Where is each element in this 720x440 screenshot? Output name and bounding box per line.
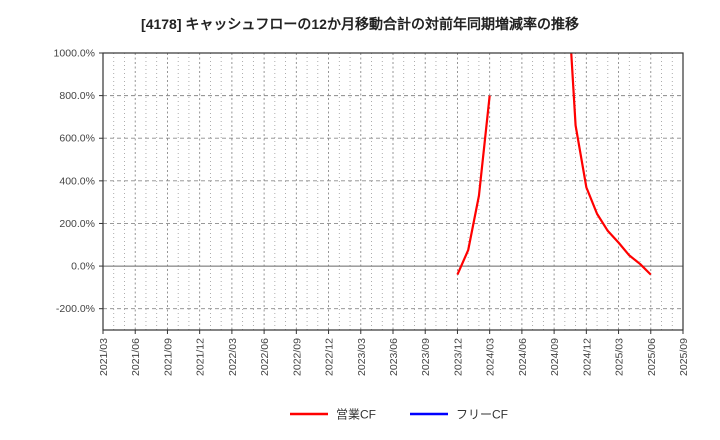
x-tick-label: 2025/06 <box>646 338 658 376</box>
x-tick-label: 2022/03 <box>227 338 239 376</box>
x-tick-label: 2023/03 <box>356 338 368 376</box>
chart-title: [4178] キャッシュフローの12か月移動合計の対前年同期増減率の推移 <box>141 16 579 32</box>
y-axis-ticks: 1000.0% 800.0% 600.0% 400.0% 200.0% 0.0% -200.… <box>54 48 103 315</box>
x-tick-label: 2021/09 <box>162 338 174 376</box>
chart-legend: 営業CF フリーCF <box>290 408 508 422</box>
y-tick-label: 400.0% <box>59 175 95 187</box>
x-tick-label: 2023/06 <box>388 338 400 376</box>
x-axis-ticks: 2021/03 2021/06 2021/09 2021/12 2022/03 2022/… <box>98 330 690 376</box>
series-line-0 <box>570 53 652 276</box>
y-tick-label: 800.0% <box>59 90 95 102</box>
y-tick-label: 0.0% <box>71 261 95 273</box>
x-tick-label: 2024/06 <box>517 338 529 376</box>
data-series-layer <box>456 53 652 276</box>
x-tick-label: 2024/03 <box>485 338 497 376</box>
x-tick-label: 2021/06 <box>130 338 142 376</box>
x-tick-label: 2021/03 <box>98 338 110 376</box>
legend-label-1: フリーCF <box>456 408 508 422</box>
x-tick-label: 2022/12 <box>324 338 336 376</box>
legend-label-0: 営業CF <box>336 408 376 422</box>
x-tick-label: 2025/09 <box>678 338 690 376</box>
y-tick-label: 200.0% <box>59 218 95 230</box>
x-tick-label: 2023/09 <box>420 338 432 376</box>
y-tick-label: -200.0% <box>56 303 95 315</box>
x-tick-label: 2022/09 <box>291 338 303 376</box>
y-tick-label: 1000.0% <box>54 48 95 60</box>
x-tick-label: 2025/03 <box>614 338 626 376</box>
x-tick-label: 2023/12 <box>452 338 464 376</box>
y-tick-label: 600.0% <box>59 133 95 145</box>
x-tick-label: 2022/06 <box>259 338 271 376</box>
series-line-0 <box>456 95 491 276</box>
x-tick-label: 2021/12 <box>195 338 207 376</box>
x-tick-label: 2024/09 <box>549 338 561 376</box>
x-tick-label: 2024/12 <box>581 338 593 376</box>
